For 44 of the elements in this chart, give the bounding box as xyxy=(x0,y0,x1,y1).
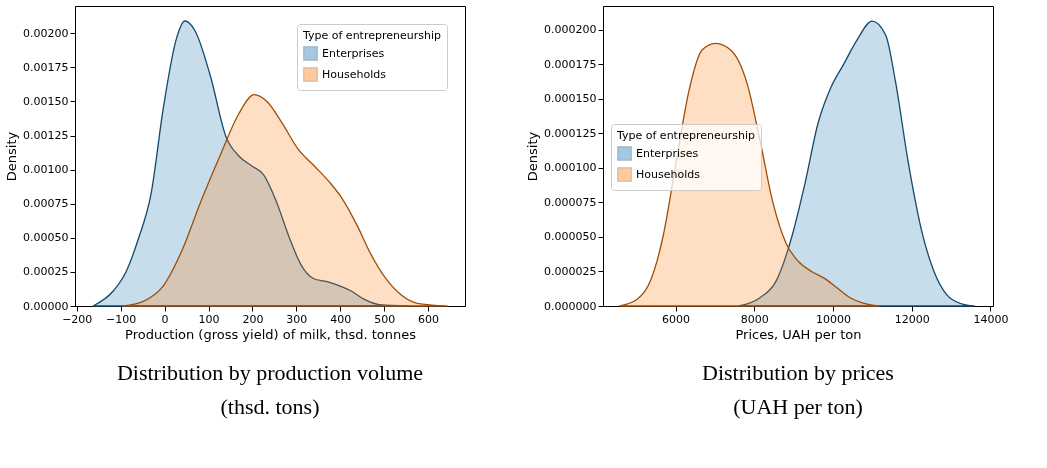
legend-label: Enterprises xyxy=(322,46,385,60)
y-axis-title: Density xyxy=(525,131,541,182)
x-tick-label: 400 xyxy=(330,312,352,326)
x-axis-title: Production (gross yield) of milk, thsd. tonnes xyxy=(125,326,417,342)
x-tick-label: −100 xyxy=(106,312,137,326)
legend-label: Enterprises xyxy=(636,146,699,160)
x-tick-label: 0 xyxy=(161,312,169,326)
y-tick-label: 0.00000 xyxy=(23,299,69,313)
y-tick-label: 0.000050 xyxy=(544,230,597,244)
x-tick-label: 100 xyxy=(198,312,220,326)
y-tick-label: 0.00100 xyxy=(23,163,69,177)
text: Distribution by production volume (thsd. tons) xyxy=(116,360,424,419)
x-tick-label: 10000 xyxy=(815,312,851,326)
x-tick-label: 300 xyxy=(286,312,308,326)
x-tick-label: −200 xyxy=(62,312,93,326)
y-tick-label: 0.000025 xyxy=(544,264,597,278)
x-axis-title: Prices, UAH per ton xyxy=(735,326,862,342)
legend-label: Households xyxy=(322,67,387,81)
legend-title: Type of entrepreneurship xyxy=(616,129,755,142)
y-tick-label: 0.00075 xyxy=(23,197,69,211)
y-tick-label: 0.000200 xyxy=(544,23,597,36)
y-tick-label: 0.00200 xyxy=(23,26,69,40)
y-tick-label: 0.00175 xyxy=(23,60,69,74)
y-tick-label: 0.000150 xyxy=(544,92,597,106)
x-tick-label: 8000 xyxy=(740,312,769,326)
y-tick-label: 0.00150 xyxy=(23,94,69,108)
y-tick-label: 0.000175 xyxy=(544,57,597,71)
x-tick-label: 600 xyxy=(418,312,440,326)
y-tick-label: 0.000125 xyxy=(544,126,597,140)
y-tick-label: 0.00125 xyxy=(23,129,69,143)
x-tick-label: 200 xyxy=(242,312,264,326)
y-tick-label: 0.00025 xyxy=(23,265,69,279)
y-tick-label: 0.000000 xyxy=(544,299,597,313)
y-tick-label: 0.00050 xyxy=(23,231,69,245)
y-axis-title: Density xyxy=(4,131,20,182)
y-tick-label: 0.000100 xyxy=(544,161,597,175)
legend-label: Households xyxy=(636,167,701,181)
legend-title: Type of entrepreneurship xyxy=(302,29,441,42)
x-tick-label: 500 xyxy=(374,312,396,326)
x-tick-label: 6000 xyxy=(662,312,691,326)
text: Distribution by prices (UAH per ton) xyxy=(702,360,894,419)
x-tick-label: 14000 xyxy=(973,312,1009,326)
y-tick-label: 0.000075 xyxy=(544,195,597,209)
x-tick-label: 12000 xyxy=(894,312,930,326)
